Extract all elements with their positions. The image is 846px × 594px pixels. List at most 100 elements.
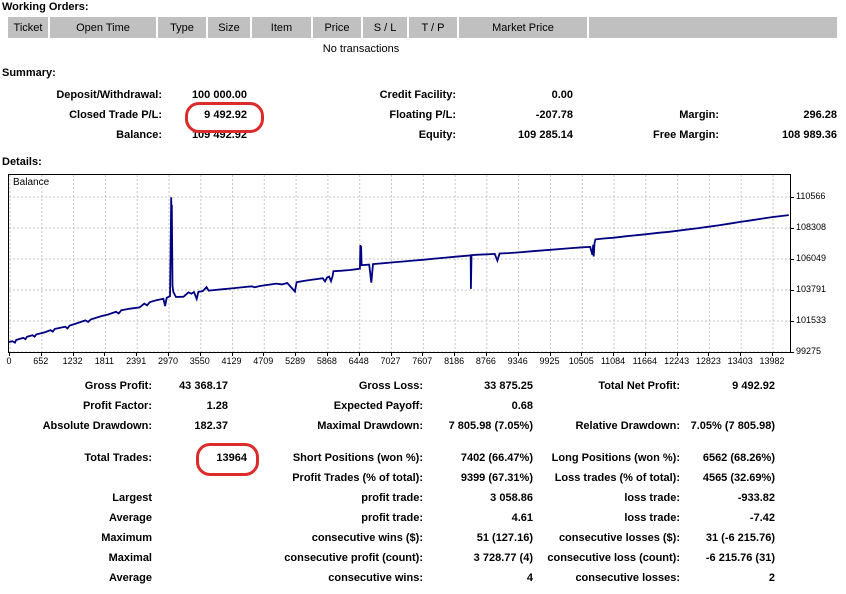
stat-label-maximum: Maximum (101, 532, 152, 544)
stat-value-51-127-16: 51 (127.16) (476, 532, 533, 544)
stat-value-33-875-25: 33 875.25 (484, 380, 533, 392)
x-axis-label: 9346 (507, 356, 528, 366)
column-header-type[interactable]: Type (158, 17, 206, 38)
balance-chart: Balance (8, 174, 791, 353)
summary-label-deposit-withdrawal: Deposit/Withdrawal: (56, 89, 162, 101)
summary-value-296-28: 296.28 (803, 109, 837, 121)
y-axis-tick (791, 197, 794, 198)
stat-label-absolute-drawdown: Absolute Drawdown: (42, 420, 152, 432)
stat-label-gross-profit: Gross Profit: (84, 380, 152, 392)
stat-label-total-trades: Total Trades: (84, 452, 152, 464)
stat-value-7-42: -7.42 (749, 512, 775, 524)
x-axis-tick (168, 353, 169, 356)
stat-label-loss-trades-of-total: Loss trades (% of total): (554, 472, 680, 484)
x-axis-tick (104, 353, 106, 356)
x-axis-label: 2391 (126, 356, 147, 366)
stat-label-long-positions-won: Long Positions (won %): (551, 452, 680, 464)
x-axis-label: 652 (33, 356, 49, 366)
column-header-ticket[interactable]: Ticket (8, 17, 48, 38)
stat-label-relative-drawdown: Relative Drawdown: (575, 420, 680, 432)
x-axis-label: 5868 (316, 356, 337, 366)
y-axis-label: 106049 (796, 253, 827, 263)
y-axis-tick (791, 259, 794, 260)
stat-label-profit-factor: Profit Factor: (82, 400, 152, 412)
stat-value-4565-32-69: 4565 (32.69%) (702, 472, 775, 484)
column-header-t-p[interactable]: T / P (409, 17, 457, 38)
stat-value-6-215-76-31: -6 215.76 (31) (705, 552, 775, 564)
x-axis-label: 8186 (444, 356, 465, 366)
stat-value-9399-67-31: 9399 (67.31%) (460, 472, 533, 484)
stat-label-consecutive-wins: consecutive wins: (328, 572, 423, 584)
stat-label-consecutive-losses: consecutive losses ($): (558, 532, 680, 544)
x-axis-tick (549, 353, 551, 356)
column-header-item[interactable]: Item (252, 17, 311, 38)
stat-label-profit-trade: profit trade: (361, 512, 423, 524)
stat-value-4-61: 4.61 (511, 512, 533, 524)
x-axis-label: 1811 (94, 356, 115, 366)
x-axis-label: 13403 (727, 356, 753, 366)
x-axis-tick (263, 353, 265, 356)
column-header-market-price[interactable]: Market Price (459, 17, 587, 38)
stat-label-consecutive-losses: consecutive losses: (575, 572, 680, 584)
column-header-open-time[interactable]: Open Time (50, 17, 156, 38)
x-axis-label: 12823 (695, 356, 721, 366)
stat-label-total-net-profit: Total Net Profit: (598, 380, 680, 392)
x-axis-tick (40, 353, 42, 356)
y-axis-label: 99275 (796, 346, 822, 356)
column-header-s-l[interactable]: S / L (363, 17, 407, 38)
summary-value-109-285-14: 109 285.14 (517, 129, 573, 141)
y-axis-tick (791, 228, 794, 229)
stat-label-profit-trades-of-total: Profit Trades (% of total): (292, 472, 423, 484)
x-axis-tick (9, 353, 10, 356)
x-axis-tick (422, 353, 424, 356)
column-header-price[interactable]: Price (313, 17, 361, 38)
stat-label-expected-payoff: Expected Payoff: (333, 400, 423, 412)
x-axis-label: 2970 (157, 356, 179, 366)
x-axis-tick (136, 353, 138, 356)
annotation-ellipse-total-trades (196, 443, 259, 476)
x-axis-tick (581, 353, 583, 356)
x-axis-tick (485, 353, 487, 356)
column-header-size[interactable]: Size (208, 17, 250, 38)
x-axis-label: 6448 (348, 356, 369, 366)
stat-value-31-6-215-76: 31 (-6 215.76) (705, 532, 775, 544)
stat-value-3-728-77-4: 3 728.77 (4) (473, 552, 533, 564)
stat-label-consecutive-wins: consecutive wins ($): (311, 532, 423, 544)
stat-value-182-37: 182.37 (194, 420, 228, 432)
stat-value-0-68: 0.68 (511, 400, 533, 412)
summary-label-closed-trade-p-l: Closed Trade P/L: (69, 109, 162, 121)
column-header-filler[interactable] (589, 17, 837, 38)
x-axis-label: 3550 (189, 356, 210, 366)
stat-value-1-28: 1.28 (206, 400, 228, 412)
summary-value-9-492-92: 9 492.92 (204, 109, 247, 121)
x-axis-tick (772, 353, 773, 356)
stat-label-average: Average (108, 572, 152, 584)
x-axis-tick (740, 353, 742, 356)
stat-value-3-058-86: 3 058.86 (490, 492, 533, 504)
stat-label-largest: Largest (112, 492, 152, 504)
x-axis-label: 1232 (62, 356, 83, 366)
y-axis-label: 101533 (796, 315, 827, 325)
x-axis-tick (644, 353, 646, 356)
x-axis-tick (708, 353, 710, 356)
summary-title: Summary: (2, 67, 56, 79)
summary-label-floating-p-l: Floating P/L: (389, 109, 456, 121)
x-axis-tick (390, 353, 392, 356)
chart-legend-balance: Balance (13, 177, 50, 188)
summary-label-free-margin: Free Margin: (652, 129, 719, 141)
y-axis-tick (791, 352, 794, 353)
stat-value-933-82: -933.82 (737, 492, 775, 504)
summary-value-0-00: 0.00 (551, 89, 573, 101)
stat-value-43-368-17: 43 368.17 (179, 380, 228, 392)
stat-value-6562-68-26: 6562 (68.26%) (702, 452, 775, 464)
stat-value-13964: 13964 (216, 452, 247, 464)
x-axis-label: 11084 (600, 356, 626, 366)
x-axis-tick (199, 353, 201, 356)
balance-chart-canvas (9, 175, 790, 352)
stat-label-loss-trade: loss trade: (624, 512, 680, 524)
x-axis-tick (454, 353, 456, 356)
x-axis-tick (613, 353, 614, 356)
stat-label-average: Average (108, 512, 152, 524)
